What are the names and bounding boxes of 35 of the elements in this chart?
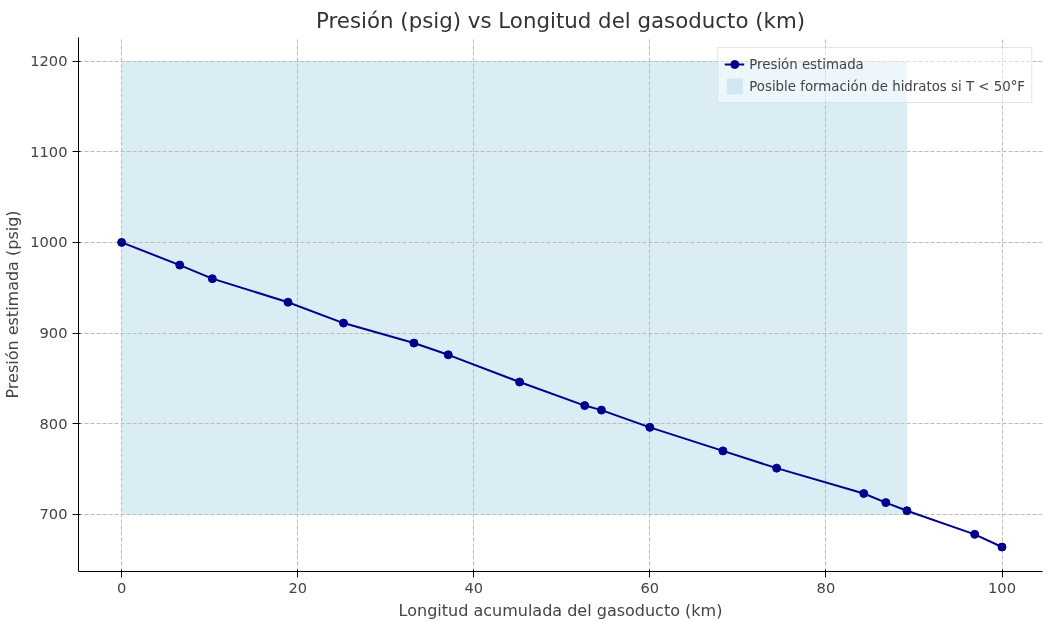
x-tick-label: 80	[816, 578, 836, 596]
legend-label: Posible formación de hidratos si T < 50°F	[749, 78, 1025, 94]
point	[902, 506, 912, 516]
point	[580, 401, 590, 411]
y-tick-label: 1000	[30, 233, 68, 251]
point	[645, 422, 655, 432]
y-tick-label: 800	[39, 414, 68, 432]
x-axis-title: Longitud acumulada del gasoducto (km)	[398, 600, 723, 620]
y-tick-label: 1200	[30, 52, 68, 70]
point	[859, 489, 869, 499]
x-tick-label: 40	[464, 578, 484, 596]
point	[596, 405, 606, 415]
point	[515, 377, 525, 387]
point	[970, 529, 980, 539]
y-tick-label: 700	[39, 505, 68, 523]
chart-title: Presión (psig) vs Longitud del gasoducto (km)	[316, 7, 805, 33]
legend-label: Presión estimada	[749, 56, 864, 72]
point	[175, 260, 185, 270]
y-tick-label: 900	[39, 324, 68, 342]
y-tick-label: 1100	[30, 142, 68, 160]
point	[117, 237, 127, 247]
point	[772, 463, 782, 473]
point	[283, 297, 293, 307]
x-tick-label: 60	[640, 578, 660, 596]
y-axis-title: Presión estimada (psig)	[3, 210, 23, 399]
point	[207, 274, 217, 284]
x-tick-label: 0	[116, 578, 127, 596]
point	[881, 498, 891, 508]
x-tick-label: 100	[988, 578, 1016, 596]
point	[443, 350, 453, 360]
point	[997, 542, 1007, 552]
point	[718, 446, 728, 456]
x-tick-label: 20	[288, 578, 308, 596]
point	[338, 318, 348, 328]
point	[409, 338, 419, 348]
